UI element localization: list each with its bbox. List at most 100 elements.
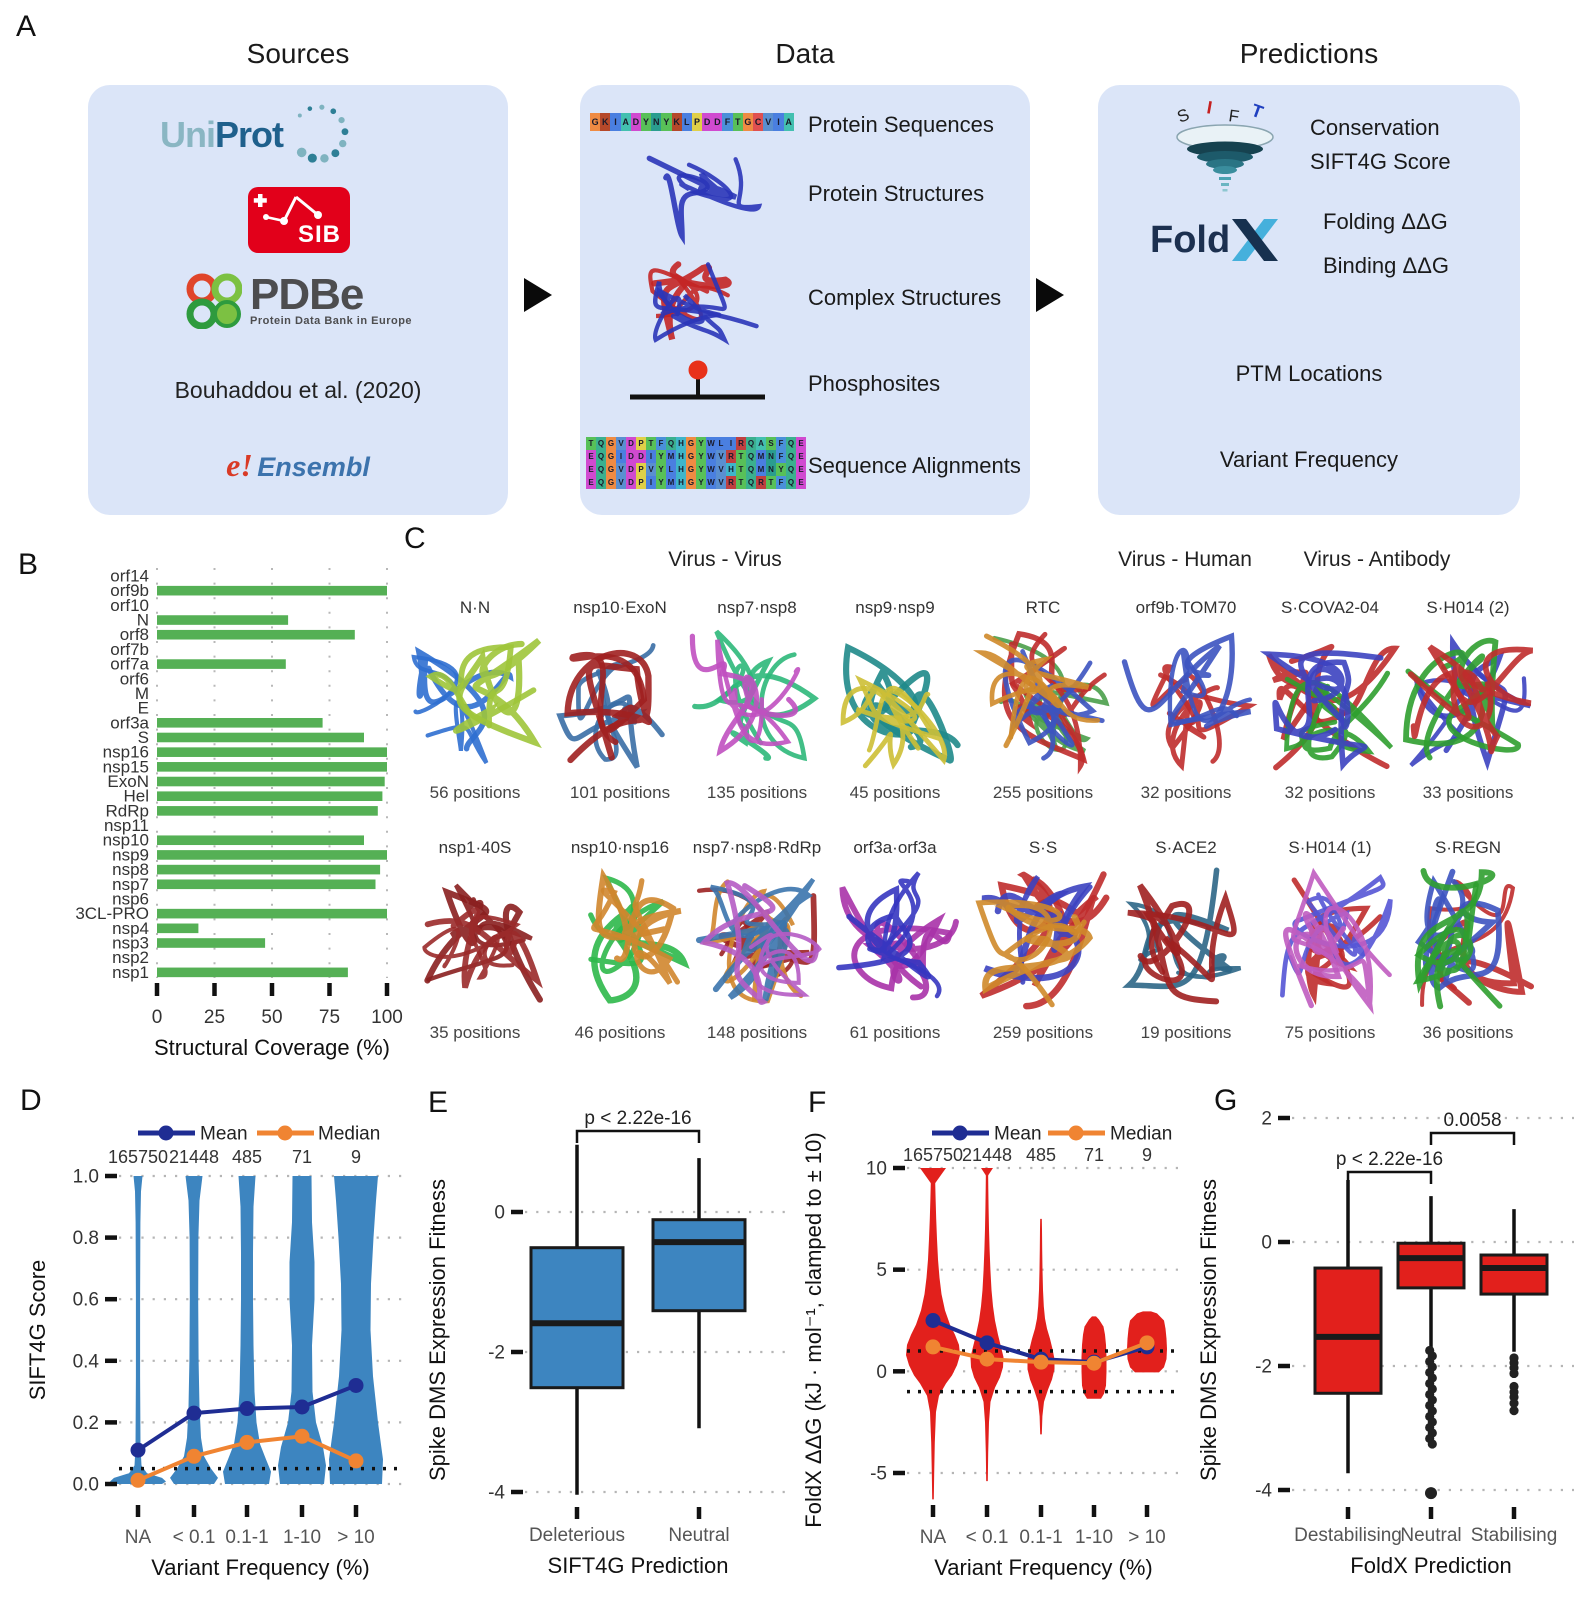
- prediction-label-conservation: Conservation: [1310, 115, 1440, 140]
- structure-positions: 35 positions: [429, 1023, 521, 1042]
- bar: [157, 938, 266, 948]
- residue-cell: E: [796, 437, 806, 450]
- residue-cell: R: [736, 437, 746, 450]
- sib-logo-text: SIB: [297, 221, 341, 248]
- foldx-violin-chart: Mean Median 165750 21448 485 71 9 10 5 0 -5 NA < 0.1…: [795, 1075, 1185, 1595]
- residue-cell: T: [646, 437, 656, 450]
- residue-cell: P: [636, 437, 646, 450]
- uniprot-logo-uni: Uni: [160, 114, 216, 155]
- p-value-label: p < 2.22e-16: [584, 1108, 691, 1129]
- structure-item: S·REGN 36 positions: [1393, 838, 1543, 1045]
- residue-cell: G: [686, 463, 696, 476]
- prediction-label-folding: Folding ΔΔG: [1323, 209, 1448, 234]
- bar-category-label: orf3a: [110, 713, 149, 732]
- y-tick-label: -2: [488, 1343, 505, 1364]
- residue-cell: W: [706, 476, 716, 489]
- residue-cell: L: [666, 463, 676, 476]
- residue-cell: V: [616, 476, 626, 489]
- y-tick-label: 0: [494, 1203, 505, 1224]
- outlier-point: [1509, 1398, 1519, 1408]
- structure-label: orf9b·TOM70: [1135, 598, 1237, 617]
- residue-cell: Y: [696, 437, 706, 450]
- structure-ribbon-icon: [646, 155, 763, 246]
- structure-positions: 259 positions: [992, 1023, 1094, 1042]
- svg-text:F: F: [1227, 106, 1240, 126]
- residue-cell: P: [636, 476, 646, 489]
- series-point: [130, 1442, 146, 1458]
- bar-category-label: E: [138, 699, 149, 718]
- residue-cell: Y: [656, 450, 666, 463]
- bar-category-label: orf7a: [110, 655, 149, 674]
- flow-arrow-icon-1: [524, 278, 552, 312]
- significance-bracket: [1346, 1170, 1433, 1184]
- structure-label: nsp10·ExoN: [573, 598, 667, 617]
- structure-item: S·S 259 positions: [968, 838, 1118, 1045]
- y-tick-label: 2: [1261, 1109, 1272, 1130]
- residue-cell: D: [630, 113, 641, 131]
- structure-item: nsp9·nsp9 45 positions: [820, 598, 970, 805]
- x-category-label: Deleterious: [529, 1525, 625, 1546]
- y-tick-label: 0.6: [73, 1290, 99, 1311]
- predictions-box: S I F T Conservation SIFT4G Score Fold: [1098, 85, 1520, 515]
- residue-cell: H: [676, 476, 686, 489]
- x-category-label: 1-10: [283, 1527, 321, 1548]
- y-tick-label: 0.4: [73, 1351, 100, 1372]
- residue-cell: D: [626, 476, 636, 489]
- residue-cell: L: [716, 437, 726, 450]
- bar: [157, 967, 348, 978]
- bar-category-label: orf7b: [110, 640, 149, 659]
- y-axis-label: SIFT4G Score: [25, 1260, 50, 1401]
- residue-cell: Q: [596, 476, 606, 489]
- sift-logo-icon: S I F T: [1174, 97, 1274, 192]
- x-axis-label: Variant Frequency (%): [151, 1555, 369, 1580]
- residue-cell: G: [606, 437, 616, 450]
- prediction-label-variant-frequency: Variant Frequency: [1219, 447, 1399, 472]
- residue-cell: T: [736, 463, 746, 476]
- residue-cell: W: [706, 450, 716, 463]
- x-axis-label: SIFT4G Prediction: [548, 1553, 729, 1578]
- residue-cell: V: [616, 463, 626, 476]
- violin: [223, 1176, 271, 1484]
- structure-item: S·COVA2-04 32 positions: [1255, 598, 1405, 805]
- ensembl-logo: e! Ensembl: [88, 447, 508, 484]
- x-category-label: Destabilising: [1294, 1525, 1402, 1546]
- structure-gallery: Virus - Virus Virus - Human Virus - Anti…: [400, 520, 1582, 1065]
- residue-cell: M: [666, 450, 676, 463]
- residue-cell: V: [716, 450, 726, 463]
- violin: [170, 1176, 218, 1484]
- residue-cell: Q: [786, 450, 796, 463]
- structure-label: S·COVA2-04: [1281, 598, 1379, 617]
- bar: [157, 762, 387, 772]
- count-label: 71: [1084, 1145, 1104, 1165]
- bar: [157, 806, 378, 816]
- residue-cell: A: [783, 113, 794, 131]
- structure-item: S·H014 (2) 33 positions: [1393, 598, 1543, 805]
- residue-cell: I: [646, 450, 656, 463]
- residue-cell: T: [766, 476, 776, 489]
- residue-cell: R: [726, 450, 736, 463]
- series-point: [1033, 1354, 1049, 1370]
- series-point: [348, 1453, 364, 1469]
- bar-category-label: nsp6: [112, 889, 149, 908]
- structure-item: S·ACE2 19 positions: [1111, 838, 1261, 1045]
- residue-cell: G: [686, 476, 696, 489]
- structure-positions: 101 positions: [569, 783, 671, 802]
- residue-cell: E: [796, 463, 806, 476]
- x-category-label: Neutral: [1400, 1525, 1461, 1546]
- structure-ribbon-icon: [588, 867, 690, 1004]
- bar-chart-svg: orf14orf9borf10Norf8orf7borf7aorf6MEorf3…: [75, 567, 403, 1061]
- uniprot-logo: UniProt: [160, 99, 361, 171]
- sift4g-boxplot-chart: p < 2.22e-16 0 -2 -4 Deleterious Neutral SIFT4…: [415, 1075, 795, 1595]
- count-label: 71: [292, 1147, 312, 1167]
- series-point: [348, 1377, 364, 1393]
- panel-label-g: G: [1214, 1084, 1238, 1117]
- count-label: 485: [232, 1147, 262, 1167]
- residue-cell: D: [626, 450, 636, 463]
- bar-category-label: ExoN: [107, 772, 149, 791]
- prediction-label-binding: Binding ΔΔG: [1323, 253, 1450, 278]
- residue-cell: W: [706, 463, 716, 476]
- residue-cell: V: [616, 437, 626, 450]
- series-point: [186, 1448, 202, 1464]
